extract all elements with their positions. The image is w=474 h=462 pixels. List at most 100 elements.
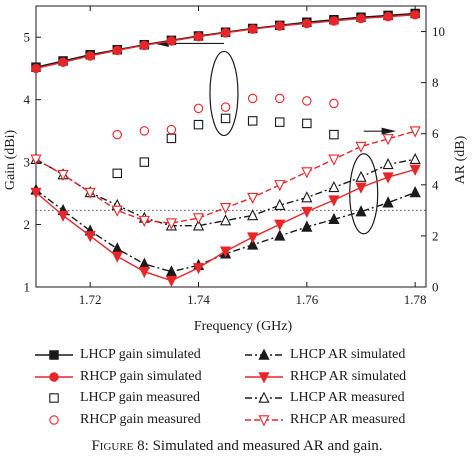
data-point	[382, 134, 394, 146]
x-tick-label: 1.72	[79, 292, 102, 307]
data-point	[274, 21, 285, 31]
data-point	[409, 152, 421, 165]
data-point	[301, 191, 313, 203]
data-point	[192, 263, 205, 275]
data-point	[355, 205, 367, 217]
series-rhcp-ar-simulated	[30, 164, 421, 288]
legend-swatch	[49, 393, 59, 403]
legend-item: RHCP gain simulated	[34, 366, 202, 388]
data-point	[31, 63, 41, 74]
legend-marker	[49, 393, 59, 403]
series-rhcp-gain-simulated	[31, 9, 420, 74]
data-point	[329, 98, 339, 109]
legend-label: LHCP gain measured	[80, 390, 201, 405]
data-point	[165, 275, 178, 288]
data-point	[30, 154, 42, 166]
data-point	[301, 167, 313, 179]
data-point	[329, 16, 339, 26]
data-point	[355, 182, 367, 194]
data-point	[111, 242, 123, 254]
y-right-tick-label: 4	[432, 177, 439, 192]
data-point	[84, 187, 96, 199]
caption-text: Simulated and measured AR and gain.	[152, 438, 383, 454]
y-right-tick-label: 10	[432, 24, 445, 39]
data-point	[219, 203, 232, 215]
ar-arrow-head	[381, 127, 397, 135]
chart: 1.72 1.74 1.76 1.78 1 2 3 4 5 0 2 4 6 8 10 Frequency (…	[3, 5, 468, 334]
y-right-tick-label: 2	[432, 228, 439, 243]
data-point	[328, 154, 340, 166]
data-point	[301, 206, 313, 219]
data-point	[382, 157, 394, 170]
legend-item: LHCP AR simulated	[244, 344, 405, 366]
legend-item: LHCP gain measured	[34, 387, 200, 409]
data-point	[356, 13, 366, 24]
data-point	[409, 164, 421, 176]
legend-swatch	[49, 414, 59, 425]
data-point	[111, 205, 123, 217]
data-point	[220, 28, 231, 38]
data-point	[139, 40, 150, 51]
series-lhcp-gain-measured	[112, 113, 339, 179]
data-point	[219, 214, 232, 226]
data-point	[274, 93, 285, 104]
legend-item: LHCP AR measured	[244, 387, 405, 409]
legend-marker	[258, 391, 270, 403]
legend-swatch	[35, 350, 73, 360]
y-left-tick-label: 3	[24, 155, 31, 170]
y-right-tick-label: 6	[432, 126, 439, 141]
series-lhcp-ar-simulated	[30, 183, 421, 277]
x-axis-title: Frequency (GHz)	[194, 319, 293, 334]
y-right-tick-label: 0	[432, 280, 439, 295]
data-point	[328, 195, 340, 207]
legend-label: LHCP AR simulated	[290, 347, 406, 362]
data-point	[112, 129, 123, 140]
data-point	[301, 220, 313, 232]
data-point	[138, 215, 150, 228]
data-point	[165, 218, 178, 230]
data-point	[192, 213, 205, 225]
data-point	[193, 119, 204, 130]
legend-swatch	[245, 414, 283, 426]
data-point	[219, 246, 232, 258]
figure-label: Figure 8:	[91, 438, 149, 454]
legend-item: LHCP gain simulated	[34, 344, 201, 366]
legend-swatch	[245, 391, 283, 403]
legend-marker	[258, 414, 270, 426]
data-point	[274, 198, 286, 211]
gain-ellipse	[209, 50, 239, 137]
data-point	[220, 102, 231, 112]
data-point	[274, 180, 286, 192]
data-point	[328, 212, 340, 225]
data-point	[274, 117, 285, 127]
y-right-tick-label: 8	[432, 75, 439, 90]
y-axis-right-title: AR (dB)	[453, 135, 468, 184]
data-point	[139, 157, 150, 167]
data-point	[247, 93, 258, 104]
series-rhcp-gain-measured	[112, 93, 339, 140]
data-point	[247, 232, 259, 244]
series-line	[35, 14, 416, 70]
plot-area	[35, 5, 427, 288]
x-tick-label: 1.76	[295, 292, 318, 307]
figure-caption: Figure 8: Simulated and measured AR and …	[0, 438, 474, 455]
data-point	[409, 186, 421, 198]
y-left-tick-label: 5	[24, 30, 31, 45]
data-point	[84, 231, 96, 243]
data-point	[112, 168, 123, 179]
data-point	[193, 103, 204, 114]
x-tick-label: 1.74	[187, 292, 210, 307]
data-point	[166, 124, 177, 135]
data-point	[274, 219, 286, 231]
x-tick-label: 1.78	[404, 292, 427, 307]
data-point	[274, 229, 286, 241]
axis-layer: 1.72 1.74 1.76 1.78 1 2 3 4 5 0 2 4 6 8 10	[24, 6, 445, 307]
data-point	[355, 141, 367, 153]
data-point	[57, 169, 69, 182]
annotation-layer	[154, 39, 397, 235]
legend-swatch	[245, 371, 283, 383]
data-point	[247, 116, 258, 126]
data-point	[30, 187, 42, 199]
data-point	[382, 172, 394, 184]
data-point	[247, 209, 259, 221]
